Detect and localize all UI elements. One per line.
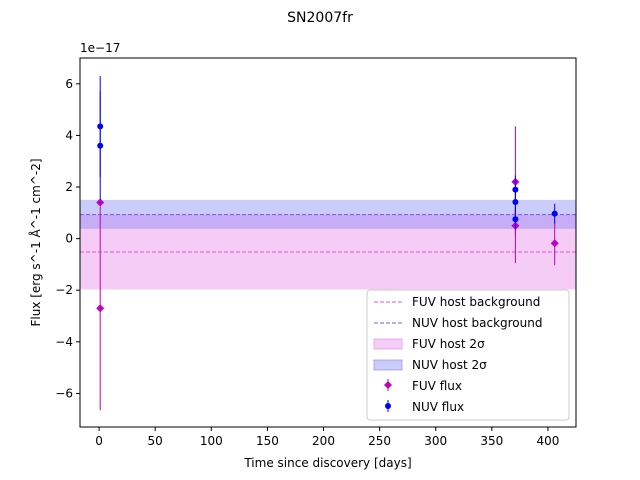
legend-label-fuv-background: FUV host background bbox=[412, 295, 540, 309]
series-1 bbox=[97, 76, 558, 230]
data-point-1-5 bbox=[551, 210, 558, 217]
data-point-1-2 bbox=[512, 186, 519, 193]
legend-swatch-nuv-band bbox=[373, 359, 403, 371]
y-tick-label-1: −4 bbox=[55, 335, 73, 349]
legend-label-fuv-band: FUV host 2σ bbox=[412, 337, 485, 351]
data-point-1-1 bbox=[97, 142, 104, 149]
y-tick-label-5: 4 bbox=[65, 128, 73, 142]
x-tick-label-4: 200 bbox=[312, 434, 335, 448]
y-tick-label-0: −6 bbox=[55, 386, 73, 400]
y-axis-label: Flux [erg s^-1 Å^-1 cm^-2] bbox=[28, 158, 43, 326]
data-point-0-0 bbox=[96, 198, 105, 207]
legend-label-fuv-flux: FUV flux bbox=[412, 379, 462, 393]
y-offset-text: 1e−17 bbox=[80, 41, 120, 55]
x-tick-label-8: 400 bbox=[536, 434, 559, 448]
x-tick-label-5: 250 bbox=[368, 434, 391, 448]
data-point-0-1 bbox=[96, 304, 105, 313]
y-tick-label-3: 0 bbox=[65, 232, 73, 246]
x-tick-label-1: 50 bbox=[148, 434, 163, 448]
y-tick-label-4: 2 bbox=[65, 180, 73, 194]
x-tick-label-3: 150 bbox=[256, 434, 279, 448]
x-tick-label-6: 300 bbox=[424, 434, 447, 448]
x-axis-ticks: 0 50 100 150 200 250 300 350 400 bbox=[95, 427, 559, 448]
legend-swatch-nuv-flux bbox=[385, 400, 391, 412]
chart-title: SN2007fr bbox=[287, 10, 353, 26]
data-series bbox=[96, 76, 559, 411]
data-point-1-3 bbox=[512, 198, 519, 205]
data-point-1-4 bbox=[512, 216, 519, 223]
plot-area bbox=[79, 57, 577, 428]
y-tick-label-6: 6 bbox=[65, 77, 73, 91]
x-tick-label-2: 100 bbox=[200, 434, 223, 448]
legend-label-nuv-background: NUV host background bbox=[412, 316, 542, 330]
x-axis-label: Time since discovery [days] bbox=[243, 456, 411, 470]
legend-swatch-fuv-band bbox=[373, 338, 403, 350]
background-bands bbox=[80, 199, 576, 290]
x-tick-label-0: 0 bbox=[95, 434, 103, 448]
y-tick-label-2: −2 bbox=[55, 283, 73, 297]
legend-frame bbox=[366, 289, 570, 421]
legend-label-nuv-flux: NUV flux bbox=[412, 400, 464, 414]
y-axis-ticks: −6 −4 −2 0 2 4 6 bbox=[55, 77, 80, 400]
legend-swatch-fuv-flux bbox=[384, 379, 392, 391]
data-point-0-4 bbox=[550, 239, 559, 248]
background-lines bbox=[80, 214, 576, 253]
legend: FUV host background NUV host background … bbox=[366, 289, 570, 421]
legend-label-nuv-band: NUV host 2σ bbox=[412, 358, 487, 372]
x-tick-label-7: 350 bbox=[480, 434, 503, 448]
plot-frame bbox=[79, 57, 577, 428]
